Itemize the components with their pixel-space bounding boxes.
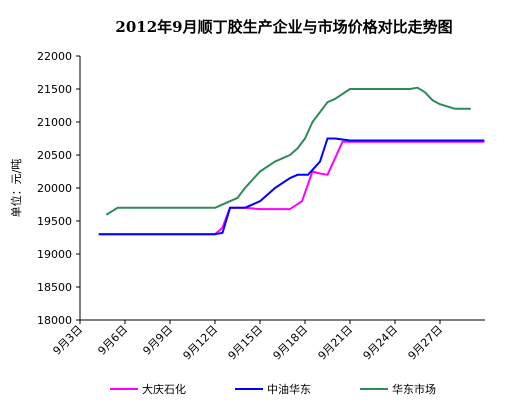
x-tick-label: 9月9日 bbox=[140, 323, 175, 358]
x-tick-label: 9月12日 bbox=[181, 323, 221, 363]
x-tick-label: 9月15日 bbox=[226, 323, 266, 363]
y-tick-label: 21500 bbox=[37, 83, 72, 96]
y-axis-label: 单位：元/吨 bbox=[9, 159, 23, 218]
x-tick-label: 9月24日 bbox=[361, 323, 401, 363]
y-tick-label: 18000 bbox=[37, 314, 72, 327]
x-tick-label: 9月21日 bbox=[316, 323, 356, 363]
x-ticks: 9月3日 9月6日 9月9日 9月12日 9月15日 9月18日 9月21日 9月24日 9月2… bbox=[50, 320, 445, 363]
y-tick-label: 20000 bbox=[37, 182, 72, 195]
y-tick-label: 19500 bbox=[37, 215, 72, 228]
series-line-2 bbox=[98, 137, 485, 236]
x-tick-label: 9月27日 bbox=[406, 323, 446, 363]
series-line-1 bbox=[98, 140, 485, 236]
chart-title: 2012年9月顺丁胶生产企业与市场价格对比走势图 bbox=[115, 18, 452, 36]
y-tick-label: 18500 bbox=[37, 281, 72, 294]
x-tick-label: 9月18日 bbox=[271, 323, 311, 363]
series-lines bbox=[98, 86, 485, 236]
y-ticks: 18000 18500 19000 19500 20000 20500 21000 21500… bbox=[37, 50, 80, 327]
y-tick-label: 21000 bbox=[37, 116, 72, 129]
legend-label: 华东市场 bbox=[392, 382, 436, 396]
x-tick-label: 9月6日 bbox=[95, 323, 130, 358]
legend: 大庆石化 中油华东 华东市场 bbox=[110, 382, 436, 396]
y-tick-label: 22000 bbox=[37, 50, 72, 63]
legend-label: 大庆石化 bbox=[142, 382, 186, 396]
x-tick-label: 9月3日 bbox=[50, 323, 85, 358]
series-line-3 bbox=[106, 86, 471, 216]
y-tick-label: 19000 bbox=[37, 248, 72, 261]
y-tick-label: 20500 bbox=[37, 149, 72, 162]
legend-label: 中油华东 bbox=[267, 382, 311, 396]
